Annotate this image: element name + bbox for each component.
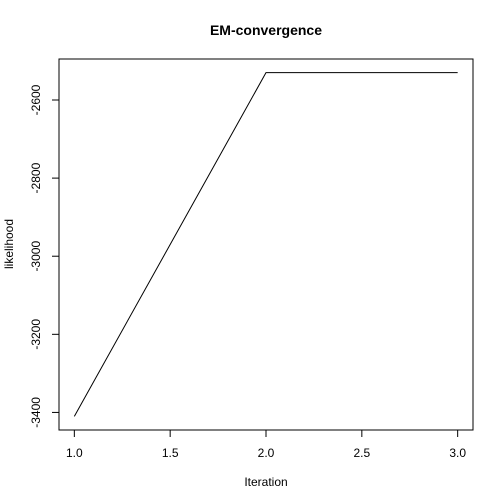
plot-frame	[58, 58, 474, 431]
y-tick-label: -3000	[29, 241, 43, 272]
y-axis-label: likelihood	[2, 219, 16, 269]
series-line	[73, 72, 458, 417]
x-tick-label: 2.0	[258, 446, 275, 460]
x-tick-label: 3.0	[449, 446, 466, 460]
x-axis-label: Iteration	[244, 475, 287, 489]
x-tick-label: 2.5	[353, 446, 370, 460]
x-axis: 1.0 1.5 2.0 2.5 3.0	[66, 429, 466, 460]
y-tick-label: -3200	[29, 319, 43, 350]
y-axis: -3400 -3200 -3000 -2800 -2600	[29, 84, 60, 428]
x-tick-label: 1.5	[162, 446, 179, 460]
y-tick-label: -3400	[29, 397, 43, 428]
x-tick-label: 1.0	[66, 446, 83, 460]
chart-title: EM-convergence	[210, 22, 322, 38]
y-tick-label: -2600	[29, 84, 43, 115]
y-tick-label: -2800	[29, 162, 43, 193]
